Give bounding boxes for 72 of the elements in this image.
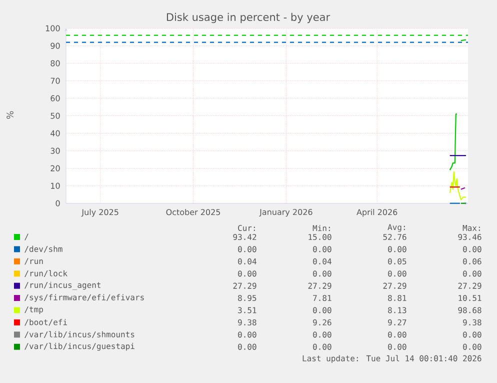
text: 93.42 [233,234,256,240]
text: 0.00 [238,344,256,350]
y-tick-label: 80 [50,60,60,66]
y-tick-label: 90 [50,42,60,49]
text: 0.04 [313,258,332,264]
legend-label: /sys/firmware/efi/efivars [24,294,144,302]
text: 3.51 [238,307,256,314]
text: 0.00 [463,344,482,350]
legend-label: /boot/efi [24,319,67,326]
text: 8.81 [388,294,406,302]
text: 0.05 [388,258,406,264]
y-tick-label: 0 [56,200,60,206]
text: 0.00 [313,332,332,338]
y-tick-label: 50 [50,112,60,119]
x-tick-label: July 2025 [81,208,118,217]
legend-label: /run/incus_agent [24,282,100,290]
legend-label: /dev/shm [24,246,62,253]
x-tick-label: January 2026 [259,208,312,217]
text: 0.00 [238,270,256,277]
chart-title: Disk usage in percent - by year [166,12,330,24]
text: 27.29 [458,282,482,289]
text: 0.00 [388,246,406,252]
text: 0.00 [313,270,332,277]
text: 0.00 [388,332,406,338]
text: Max: [462,225,480,231]
y-tick-label: 100 [46,25,60,32]
x-tick-label: April 2026 [356,208,398,217]
legend-label: /tmp [24,306,43,314]
y-tick-label: 60 [50,95,60,102]
text: 0.00 [463,332,482,338]
text: 52.76 [383,234,406,240]
x-tick-label: October 2025 [166,208,220,216]
text: 0.00 [313,307,332,314]
text: 93.46 [458,234,482,240]
text: Min: [312,224,330,232]
text: Avg: [388,224,405,232]
text: 0.06 [463,258,482,264]
text: 0.00 [313,344,332,350]
text: 8.13 [388,307,406,314]
text: 0.00 [463,246,482,252]
y-tick-label: 10 [51,182,60,189]
text: Last update: Tue Jul 14 00:01:40 2026 [302,355,482,363]
text: 15.00 [308,234,332,240]
text: 9.38 [463,319,482,326]
text: 8.95 [238,294,256,302]
text: 0.00 [463,270,482,277]
text: Cur: [238,224,255,232]
legend-label: /var/lib/incus/shmounts [24,331,134,338]
text: 27.29 [383,282,406,289]
text: 98.68 [458,307,482,314]
text: 0.00 [238,332,256,338]
text: 0.04 [238,258,256,264]
text: 9.27 [388,319,406,326]
legend-label: /run [24,258,43,265]
text: 0.00 [388,344,406,350]
text: 10.51 [458,294,482,302]
legend-label: / [24,234,28,240]
text: 9.26 [313,319,332,326]
legend-label: /run/lock [24,270,68,278]
text: 0.00 [238,246,256,252]
text: 27.29 [308,282,332,289]
text: 0.00 [313,246,332,252]
y-tick-label: 70 [50,78,60,84]
text: 9.38 [238,319,256,326]
y-tick-label: 30 [50,148,60,154]
y-tick-label: 40 [50,130,60,136]
y-axis-title: % [6,111,14,119]
y-tick-label: 20 [50,165,60,172]
text: 7.81 [313,294,332,302]
legend-label: /var/lib/incus/guestapi [24,342,134,351]
text: 0.00 [388,270,406,277]
text: 27.29 [233,282,256,289]
